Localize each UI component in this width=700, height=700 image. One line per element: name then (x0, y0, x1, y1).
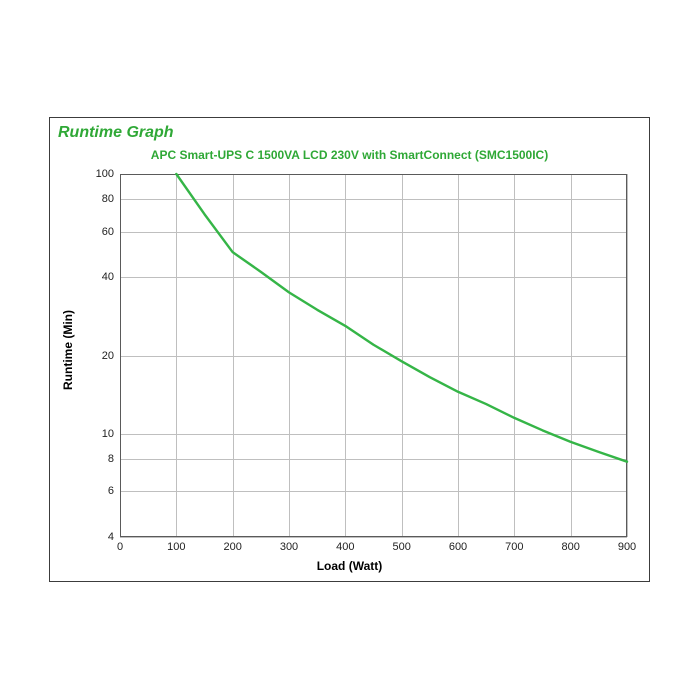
x-tick-label: 900 (618, 537, 636, 553)
chart-frame: Runtime Graph APC Smart-UPS C 1500VA LCD… (49, 117, 650, 582)
x-tick-label: 300 (280, 537, 298, 553)
x-tick-label: 800 (561, 537, 579, 553)
y-tick-label: 4 (108, 531, 120, 543)
x-tick-label: 100 (167, 537, 185, 553)
x-tick-label: 200 (223, 537, 241, 553)
runtime-curve (120, 174, 627, 537)
plot-area: 0100200300400500600700800900468102040608… (120, 174, 627, 537)
y-tick-label: 80 (102, 193, 120, 205)
y-tick-label: 8 (108, 453, 120, 465)
y-tick-label: 6 (108, 485, 120, 497)
x-tick-label: 700 (505, 537, 523, 553)
x-tick-label: 400 (336, 537, 354, 553)
y-axis-label: Runtime (Min) (61, 310, 75, 390)
y-tick-label: 60 (102, 226, 120, 238)
chart-subtitle: APC Smart-UPS C 1500VA LCD 230V with Sma… (50, 148, 649, 162)
y-tick-label: 40 (102, 271, 120, 283)
y-tick-label: 20 (102, 350, 120, 362)
y-tick-label: 100 (96, 168, 120, 180)
x-tick-label: 600 (449, 537, 467, 553)
x-axis-label: Load (Watt) (50, 559, 649, 573)
y-tick-label: 10 (102, 428, 120, 440)
chart-title: Runtime Graph (58, 124, 174, 142)
x-tick-label: 500 (392, 537, 410, 553)
